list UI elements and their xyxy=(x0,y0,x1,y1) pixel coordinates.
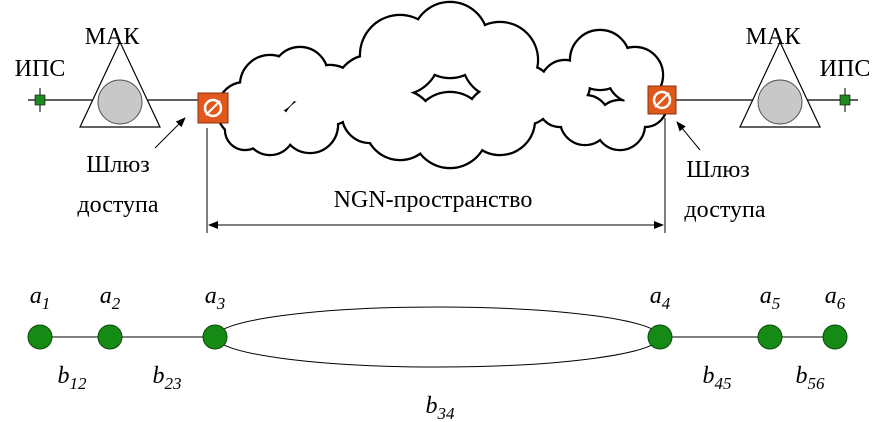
gateway-icon xyxy=(648,86,676,114)
edge-label-index: 23 xyxy=(165,374,182,393)
edge-label-index: 56 xyxy=(808,374,826,393)
gateway-label: Шлюз xyxy=(686,157,750,183)
node-label-index: 5 xyxy=(772,294,781,313)
mak-label: МАК xyxy=(746,24,802,50)
gateway-icon xyxy=(198,93,228,123)
node-label-index: 6 xyxy=(837,294,846,313)
edge-label: b12 xyxy=(58,363,88,393)
terminal xyxy=(840,95,850,105)
node-label: a1 xyxy=(30,283,51,313)
edge-label-letter: b xyxy=(58,363,70,389)
node-label-index: 2 xyxy=(112,294,121,313)
mak-label: МАК xyxy=(85,24,141,50)
edge-label-index: 34 xyxy=(437,404,456,422)
edge-label-letter: b xyxy=(703,363,715,389)
node xyxy=(98,325,122,349)
node-label-letter: a xyxy=(30,283,42,309)
arrow xyxy=(155,118,185,148)
node-label: a4 xyxy=(650,283,671,313)
cloud-fill xyxy=(226,111,264,149)
node-label-letter: a xyxy=(100,283,112,309)
node-label-letter: a xyxy=(205,283,217,309)
cloud-fill xyxy=(539,84,581,126)
edge-label-letter: b xyxy=(796,363,808,389)
edge-label: b56 xyxy=(796,363,826,393)
gateway-label: доступа xyxy=(684,197,765,223)
node xyxy=(758,325,782,349)
edge-label: b34 xyxy=(426,393,456,422)
ips-label: ИПС xyxy=(820,56,871,82)
mak-circle xyxy=(98,80,142,124)
arrow xyxy=(677,122,700,150)
node-label-letter: a xyxy=(760,283,772,309)
gateway-label: доступа xyxy=(77,192,158,218)
node-label-letter: a xyxy=(650,283,662,309)
edge-label: b23 xyxy=(153,363,182,393)
edge-label-index: 12 xyxy=(70,374,88,393)
node-label-index: 1 xyxy=(42,294,51,313)
edge-label: b45 xyxy=(703,363,732,393)
edge-label-letter: b xyxy=(153,363,165,389)
clouds xyxy=(217,2,667,168)
node-label-letter: a xyxy=(825,283,837,309)
cloud-fill xyxy=(343,88,397,142)
ips-label: ИПС xyxy=(15,56,66,82)
node xyxy=(28,325,52,349)
terminal xyxy=(35,95,45,105)
node-label-index: 3 xyxy=(216,294,226,313)
node xyxy=(203,325,227,349)
node-label: a6 xyxy=(825,283,846,313)
ngn-label: NGN-пространство xyxy=(334,187,533,213)
node-label: a3 xyxy=(205,283,226,313)
edge-ellipse xyxy=(216,307,660,367)
node xyxy=(648,325,672,349)
diagram: ИПС МАК МАК ИПС Шлюз доступа Шлюз доступ… xyxy=(0,0,876,422)
node xyxy=(823,325,847,349)
node-label-index: 4 xyxy=(662,294,671,313)
node-label: a5 xyxy=(760,283,781,313)
gateway-label: Шлюз xyxy=(86,152,150,178)
node-label: a2 xyxy=(100,283,121,313)
edge-label-index: 45 xyxy=(715,374,732,393)
edge-label-letter: b xyxy=(426,393,438,419)
mak-circle xyxy=(758,80,802,124)
